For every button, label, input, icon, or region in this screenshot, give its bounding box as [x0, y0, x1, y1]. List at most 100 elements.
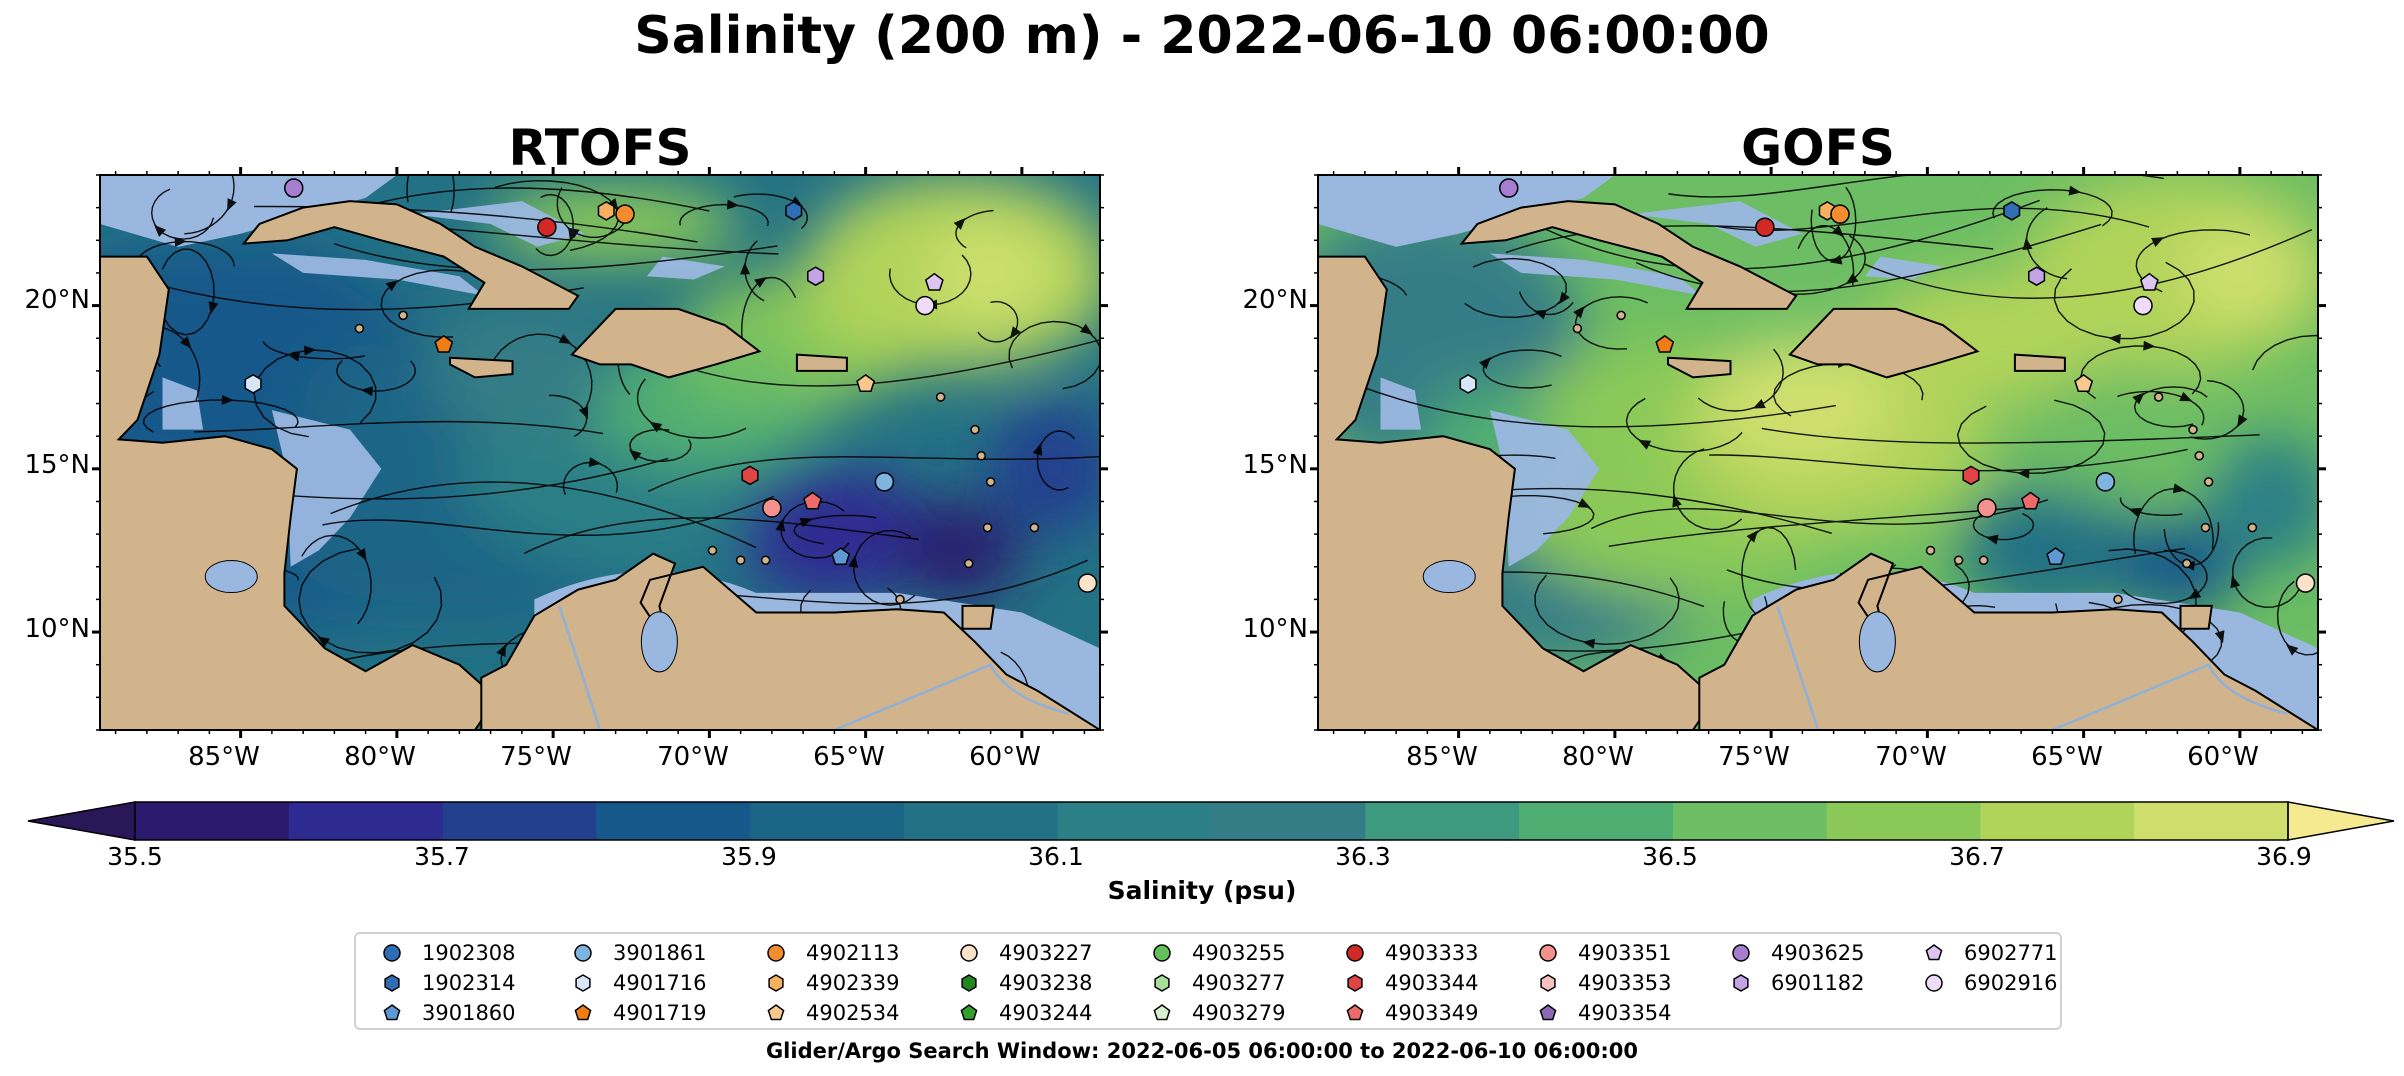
colorbar-label: Salinity (psu)	[1107, 876, 1297, 905]
float-marker-3901861	[2095, 472, 2116, 492]
colorbar-tick: 35.7	[414, 842, 470, 871]
lon-label-75w: 75°W	[1718, 742, 1790, 772]
legend-label: 4903351	[1578, 941, 1672, 965]
circle-marker-icon	[383, 944, 401, 962]
colorbar-segment	[596, 802, 751, 840]
legend-marker	[1539, 944, 1557, 962]
legend-label: 4902534	[806, 1001, 900, 1025]
colorbar-tick: 36.1	[1028, 842, 1084, 871]
hexagon-marker-icon	[1347, 974, 1363, 992]
rtofs-salinity-map	[92, 167, 1108, 738]
legend-marker	[1347, 974, 1363, 992]
colorbar-extend-high	[2287, 801, 2395, 841]
float-marker-4903351	[1977, 498, 1997, 518]
colorbar-segment	[903, 802, 1059, 840]
legend-label: 4903349	[1385, 1001, 1479, 1025]
land-southAmerica	[1698, 552, 2318, 730]
lon-label-80w: 80°W	[344, 742, 416, 772]
colorbar-segment	[1211, 802, 1366, 840]
land-puertoRico	[2013, 353, 2066, 372]
land-hispaniola	[1788, 307, 1980, 379]
float-marker-4902534	[2074, 373, 2094, 392]
legend-marker	[1539, 1004, 1557, 1021]
figure-title: Salinity (200 m) - 2022-06-10 06:00:00	[634, 6, 1770, 66]
legend-label: 3901861	[613, 941, 707, 965]
legend-marker	[575, 974, 591, 992]
legend-label: 4903625	[1771, 941, 1865, 965]
float-marker-4901716	[244, 374, 262, 394]
colorbar-extend-low	[27, 801, 136, 841]
circle-marker-icon	[1925, 974, 1943, 992]
float-marker-6902916	[915, 295, 935, 316]
colorbar-segment	[2134, 802, 2289, 840]
legend-label: 4903227	[999, 941, 1093, 965]
float-marker-4903333	[537, 217, 557, 237]
lat-label-10n: 10°N	[24, 614, 90, 644]
legend-marker	[383, 1004, 401, 1021]
lon-label-75w: 75°W	[500, 742, 572, 772]
lat-label-20n: 20°N	[24, 285, 90, 315]
pentagon-marker-icon	[1346, 1004, 1364, 1021]
hexagon-marker-icon	[961, 974, 977, 992]
float-marker-4903333	[1755, 217, 1775, 237]
colorbar-segment	[1057, 802, 1213, 840]
float-marker-4903227	[1077, 573, 1098, 593]
colorbar-segment	[1672, 802, 1828, 840]
colorbar-segment	[135, 802, 290, 840]
lon-label-65w: 65°W	[2031, 742, 2103, 772]
legend-label: 4903255	[1192, 941, 1286, 965]
legend-label: 6901182	[1771, 971, 1865, 995]
float-marker-4903344	[1962, 465, 1980, 486]
legend-marker	[767, 944, 785, 962]
colorbar-segment	[1826, 802, 1982, 840]
float-marker-6902916	[2133, 295, 2153, 316]
lon-label-85w: 85°W	[188, 742, 260, 772]
float-marker-1902314	[785, 201, 803, 221]
panel-title-rtofs: RTOFS	[508, 119, 692, 177]
legend-marker	[1346, 1004, 1364, 1021]
float-marker-4903344	[741, 465, 759, 486]
circle-marker-icon	[1539, 944, 1557, 962]
colorbar-tick: 36.5	[1642, 842, 1698, 871]
pentagon-marker-icon	[574, 1004, 592, 1021]
lat-label-10n: 10°N	[1242, 614, 1308, 644]
float-marker-4903351	[762, 498, 782, 518]
legend-marker	[960, 1004, 978, 1021]
land-trinidad	[2179, 604, 2213, 630]
legend-label: 4903344	[1385, 971, 1479, 995]
legend-marker	[961, 974, 977, 992]
legend-marker	[768, 974, 784, 992]
legend-label: 4903353	[1578, 971, 1672, 995]
hexagon-marker-icon	[384, 974, 400, 992]
legend-marker	[384, 974, 400, 992]
float-marker-4902339	[597, 201, 615, 221]
pentagon-marker-icon	[960, 1004, 978, 1021]
hexagon-marker-icon	[1154, 974, 1170, 992]
lon-label-85w: 85°W	[1406, 742, 1478, 772]
hexagon-marker-icon	[1540, 974, 1556, 992]
legend-marker	[574, 944, 592, 962]
pentagon-marker-icon	[1539, 1004, 1557, 1021]
colorbar-segment	[1980, 802, 2135, 840]
lat-label-15n: 15°N	[1242, 450, 1308, 480]
float-marker-4903349	[2021, 491, 2040, 510]
circle-marker-icon	[1153, 944, 1171, 962]
float-marker-3901860	[2046, 547, 2066, 566]
float-marker-4901719	[1655, 334, 1675, 353]
legend-label: 1902308	[422, 941, 516, 965]
float-marker-1902314	[2003, 201, 2021, 221]
hexagon-marker-icon	[1733, 974, 1749, 992]
legend-marker	[1925, 944, 1943, 961]
lat-label-20n: 20°N	[1242, 285, 1308, 315]
gofs-salinity-map	[1310, 167, 2326, 738]
float-marker-6901182	[807, 266, 825, 287]
legend-marker	[574, 1004, 592, 1021]
legend-marker	[1153, 1004, 1171, 1021]
float-marker-4903625	[284, 178, 304, 198]
lat-label-15n: 15°N	[24, 450, 90, 480]
legend-marker	[1154, 974, 1170, 992]
hexagon-marker-icon	[768, 974, 784, 992]
pentagon-marker-icon	[1153, 1004, 1171, 1021]
land-hispaniola	[570, 307, 762, 379]
float-marker-4902113	[1830, 204, 1850, 224]
